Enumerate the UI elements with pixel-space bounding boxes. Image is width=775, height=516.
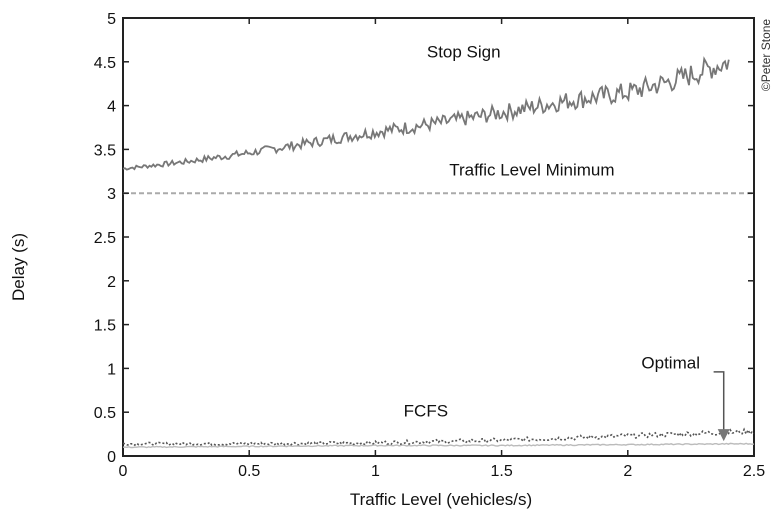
x-tick-label: 2 xyxy=(623,463,632,480)
annotation-fcfs: FCFS xyxy=(404,402,448,421)
x-axis-label: Traffic Level (vehicles/s) xyxy=(350,490,532,509)
x-tick-label: 0 xyxy=(119,463,128,480)
y-tick-label: 4 xyxy=(107,99,116,116)
ticks-layer: 0 0.5 1 1.5 2 2.5 0 0.5 1 1.5 2 2.5 3 3.5 4 4.5 5 xyxy=(94,11,765,480)
y-tick-label: 3.5 xyxy=(94,142,116,159)
y-axis-label: Delay (s) xyxy=(9,233,28,301)
y-tick-label: 0 xyxy=(107,449,116,466)
annotation-traffic-level-minimum: Traffic Level Minimum xyxy=(449,161,614,180)
optimal-pointer-line xyxy=(713,371,725,433)
x-tick-label: 0.5 xyxy=(238,463,260,480)
x-tick-label: 1 xyxy=(371,463,380,480)
y-tick-label: 0.5 xyxy=(94,405,116,422)
y-tick-label: 1.5 xyxy=(94,318,116,335)
series-line-optimal xyxy=(122,442,755,449)
y-tick-label: 5 xyxy=(107,11,116,28)
annotations-layer: Stop Sign Traffic Level Minimum Optimal FCF… xyxy=(404,42,730,442)
y-tick-label: 2.5 xyxy=(94,230,116,247)
annotation-stop-sign: Stop Sign xyxy=(427,42,501,61)
y-tick-label: 2 xyxy=(107,274,116,291)
optimal-pointer-arrowhead xyxy=(717,429,730,442)
x-tick-label: 2.5 xyxy=(743,463,765,480)
series-line-fcfs xyxy=(122,427,755,447)
series-line-stop-sign xyxy=(122,56,730,171)
series-layer xyxy=(122,56,755,449)
y-tick-label: 1 xyxy=(107,361,116,378)
y-tick-label: 4.5 xyxy=(94,55,116,72)
annotation-optimal: Optimal xyxy=(641,353,700,372)
copyright-text: ©Peter Stone xyxy=(759,19,773,92)
x-tick-label: 1.5 xyxy=(490,463,512,480)
y-tick-label: 3 xyxy=(107,186,116,203)
